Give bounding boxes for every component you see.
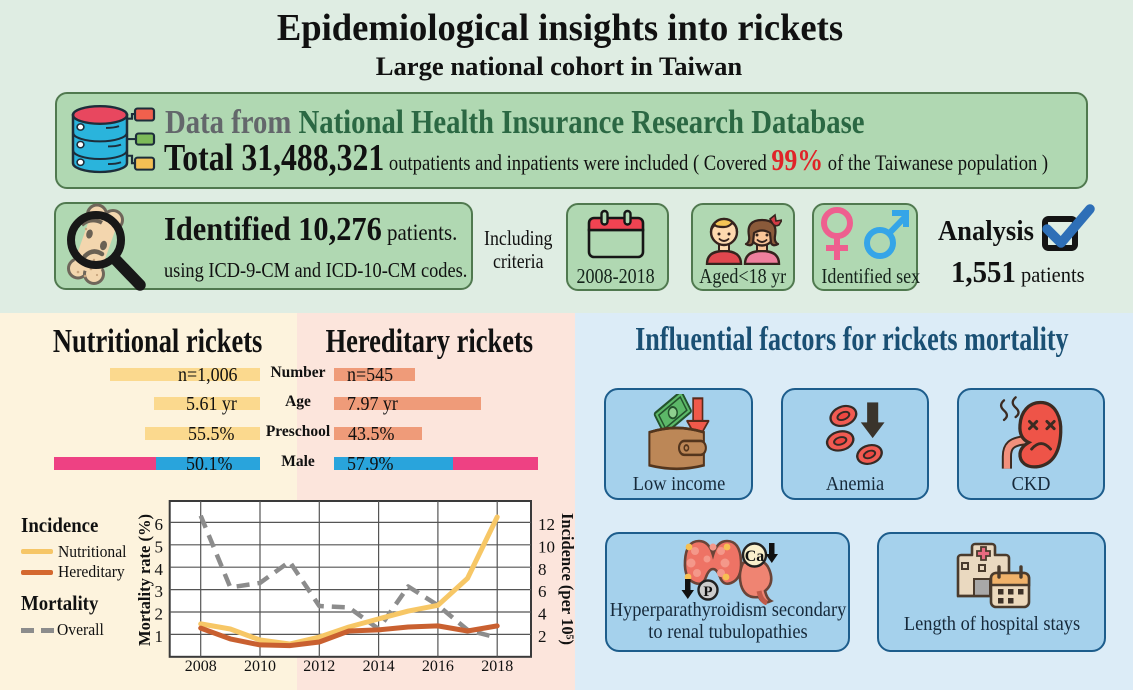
svg-text:12: 12 <box>538 515 555 534</box>
svg-text:2010: 2010 <box>244 658 276 675</box>
svg-text:Mortality rate (%): Mortality rate (%) <box>135 514 154 646</box>
svg-text:2016: 2016 <box>422 658 454 675</box>
svg-text:8: 8 <box>538 560 547 579</box>
svg-text:4: 4 <box>538 605 547 624</box>
svg-text:6: 6 <box>155 515 164 534</box>
svg-text:6: 6 <box>538 582 547 601</box>
svg-text:Incidence (per 10⁵): Incidence (per 10⁵) <box>558 513 577 645</box>
svg-text:2: 2 <box>538 627 547 646</box>
svg-text:2008: 2008 <box>185 658 217 675</box>
svg-text:4: 4 <box>155 560 164 579</box>
svg-text:2: 2 <box>155 605 164 624</box>
svg-text:10: 10 <box>538 537 555 556</box>
svg-text:1: 1 <box>155 627 164 646</box>
svg-text:2014: 2014 <box>363 658 395 675</box>
svg-text:Ca: Ca <box>745 548 765 565</box>
svg-text:3: 3 <box>155 582 164 601</box>
svg-text:2018: 2018 <box>481 658 513 675</box>
svg-text:5: 5 <box>155 537 164 556</box>
svg-text:P: P <box>703 584 712 600</box>
svg-text:2012: 2012 <box>303 658 335 675</box>
